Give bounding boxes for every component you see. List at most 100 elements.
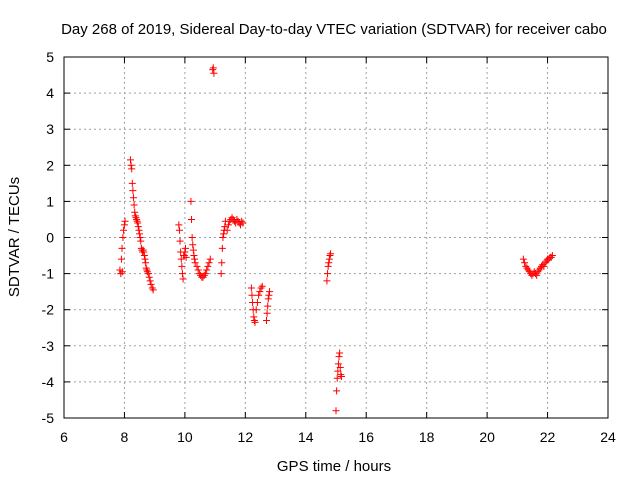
data-point-plus: [195, 270, 203, 278]
data-point-plus: [540, 262, 548, 270]
y-tick-label: -1: [42, 266, 55, 282]
data-point-plus: [136, 234, 144, 241]
data-point-plus: [250, 313, 258, 321]
data-point-plus: [326, 252, 334, 260]
y-tick-label: 4: [46, 85, 54, 101]
data-point-plus: [189, 246, 197, 254]
data-point-plus: [205, 259, 213, 267]
data-point-plus: [209, 64, 217, 72]
data-point-plus: [204, 262, 212, 270]
data-point-plus: [145, 273, 153, 281]
y-tick-label: -2: [42, 302, 55, 318]
data-point-plus: [548, 252, 556, 260]
data-point-plus: [524, 266, 532, 274]
data-point-plus: [178, 270, 186, 278]
data-point-plus: [256, 288, 264, 296]
data-point-plus: [191, 255, 199, 263]
data-point-plus: [324, 270, 332, 278]
x-tick-label: 14: [298, 429, 314, 445]
data-point-plus: [333, 387, 341, 395]
data-point-plus: [334, 360, 342, 368]
data-point-plus: [145, 270, 153, 278]
data-point-plus: [333, 374, 341, 382]
data-point-plus: [327, 250, 335, 258]
data-point-plus: [119, 234, 127, 241]
x-tick-label: 8: [121, 429, 129, 445]
data-point-plus: [535, 266, 543, 274]
data-point-plus: [182, 253, 190, 261]
x-tick-label: 24: [600, 429, 616, 445]
data-point-plus: [224, 221, 232, 229]
data-point-plus: [248, 291, 256, 299]
data-point-plus: [201, 270, 209, 278]
data-point-plus: [190, 252, 198, 260]
y-tick-label: -3: [42, 338, 55, 354]
data-point-plus: [523, 264, 531, 272]
y-axis-label: SDTVAR / TECUs: [6, 177, 23, 297]
data-point-plus: [264, 302, 272, 310]
data-point-plus: [335, 353, 343, 361]
data-point-plus: [228, 214, 236, 222]
data-point-plus: [324, 262, 332, 270]
x-tick-label: 18: [419, 429, 435, 445]
data-point-plus: [250, 317, 258, 325]
data-point-plus: [187, 197, 195, 205]
data-point-plus: [188, 234, 196, 241]
data-point-plus: [203, 266, 211, 274]
data-point-plus: [140, 248, 148, 256]
data-point-plus: [533, 271, 541, 279]
data-point-plus: [180, 252, 188, 260]
data-point-plus: [148, 284, 156, 292]
data-point-plus: [218, 244, 226, 252]
data-point-plus: [134, 219, 142, 227]
data-point-plus: [188, 215, 196, 223]
x-tick-label: 20: [479, 429, 495, 445]
data-point-plus: [120, 226, 128, 234]
data-point-plus: [262, 317, 270, 325]
data-point-plus: [541, 259, 549, 267]
data-point-plus: [194, 266, 202, 274]
data-point-plus: [238, 217, 246, 225]
data-point-plus: [143, 268, 151, 276]
data-point-plus: [189, 241, 197, 249]
data-point-plus: [209, 66, 217, 74]
data-point-plus: [336, 363, 344, 371]
data-point-plus: [176, 237, 184, 245]
data-point-plus: [118, 244, 126, 252]
data-points: [116, 64, 556, 415]
data-point-plus: [522, 262, 530, 270]
data-point-plus: [191, 259, 199, 267]
data-point-plus: [219, 234, 227, 241]
data-point-plus: [136, 230, 144, 238]
data-point-plus: [181, 248, 189, 256]
data-point-plus: [149, 286, 157, 294]
data-point-plus: [264, 295, 272, 303]
x-tick-label: 6: [60, 429, 68, 445]
data-point-plus: [257, 284, 265, 292]
data-point-plus: [223, 226, 231, 234]
data-point-plus: [181, 244, 189, 252]
data-point-plus: [266, 288, 274, 296]
data-point-plus: [175, 221, 183, 229]
data-point-plus: [217, 270, 225, 278]
data-point-plus: [337, 372, 345, 380]
data-point-plus: [131, 212, 139, 220]
data-point-plus: [325, 259, 333, 267]
data-point-plus: [128, 165, 136, 173]
data-point-plus: [337, 371, 345, 379]
data-point-plus: [519, 255, 527, 263]
data-point-plus: [258, 282, 266, 290]
y-tick-label: -4: [42, 374, 55, 390]
data-point-plus: [325, 255, 333, 263]
data-point-plus: [139, 246, 147, 254]
data-point-plus: [141, 255, 149, 263]
data-point-plus: [199, 273, 207, 281]
data-point-plus: [130, 201, 138, 209]
data-point-plus: [239, 219, 247, 227]
data-point-plus: [334, 367, 342, 375]
data-point-plus: [521, 259, 529, 267]
y-tick-label: 2: [46, 157, 54, 173]
data-point-plus: [251, 318, 259, 326]
data-point-plus: [177, 255, 185, 263]
data-point-plus: [142, 259, 150, 267]
